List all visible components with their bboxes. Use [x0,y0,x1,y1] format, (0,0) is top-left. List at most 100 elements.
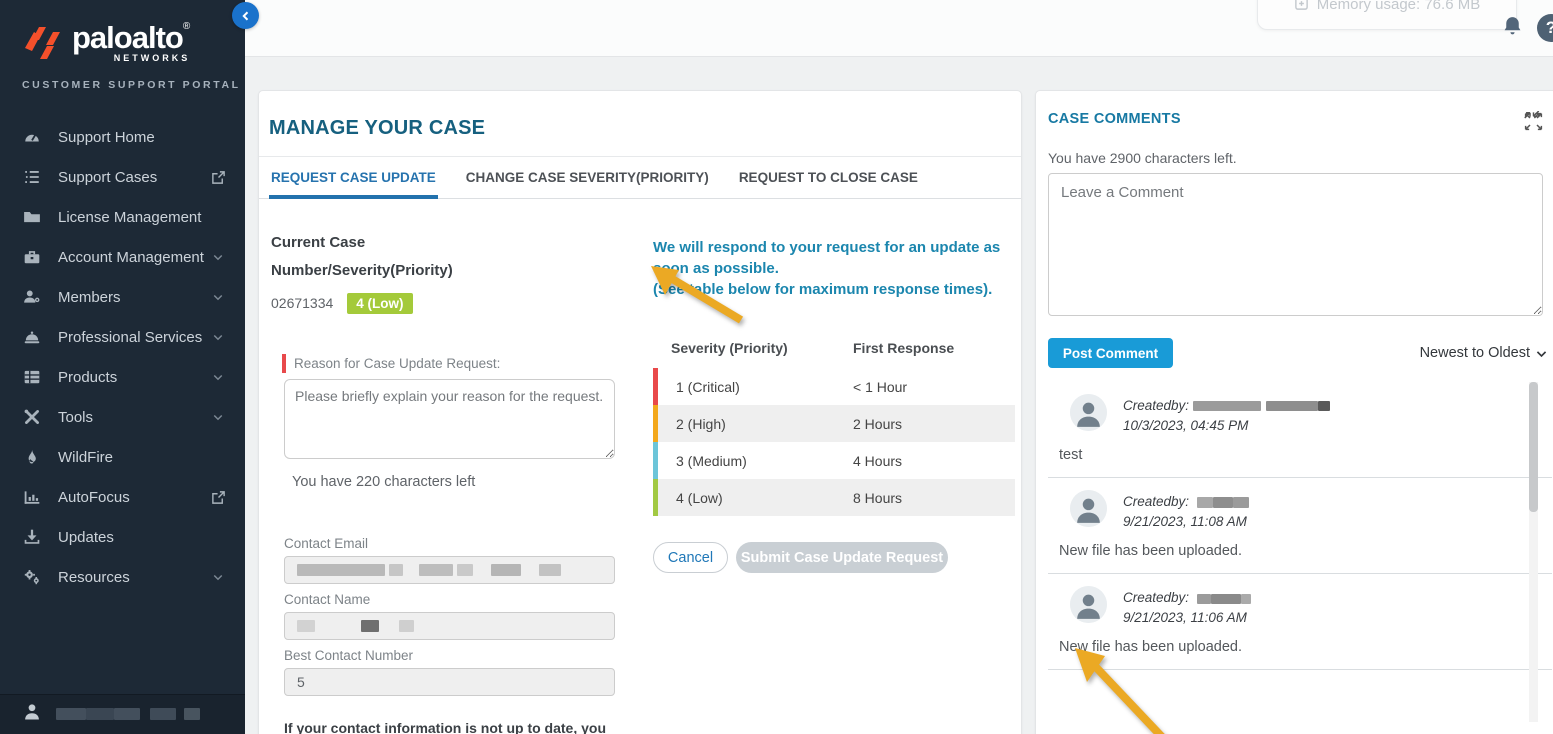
comment-timestamp: 9/21/2023, 11:08 AM [1123,513,1247,529]
sidebar-item-label: License Management [58,208,202,226]
best-contact-field[interactable]: 5 [284,667,615,696]
sidebar-item-professional-services[interactable]: Professional Services [0,317,245,357]
sidebar-nav: Support Home Support Cases License Manag… [0,117,245,597]
gears-icon [22,568,42,586]
sidebar-item-label: Support Cases [58,168,158,186]
external-link-icon [209,170,227,185]
case-comments-panel: CASE COMMENTS You have 2900 characters l… [1035,90,1553,734]
sidebar-item-label: Products [58,368,118,386]
tab-request-case-update[interactable]: REQUEST CASE UPDATE [269,157,438,199]
chevron-down-icon [1536,350,1547,357]
user-gear-icon [22,288,42,306]
sidebar-item-support-home[interactable]: Support Home [0,117,245,157]
tools-icon [22,408,42,426]
comment-sort-dropdown[interactable]: Newest to Oldest [1420,345,1548,361]
chevron-down-icon [209,251,227,263]
sidebar-item-label: Tools [58,408,94,426]
page-title: MANAGE YOUR CASE [259,91,1021,157]
sidebar-item-autofocus[interactable]: AutoFocus [0,477,245,517]
chevron-down-icon [209,411,227,423]
sidebar-collapse-button[interactable] [232,2,259,29]
post-comment-button[interactable]: Post Comment [1048,338,1173,368]
table-icon [22,368,42,386]
response-column-header: First Response [853,340,955,356]
main-content: MANAGE YOUR CASE REQUEST CASE UPDATE CHA… [245,57,1553,734]
list-item: Createdby: 9/21/2023, 11:08 AM New file … [1048,478,1552,575]
contact-email-field[interactable] [284,555,615,584]
comment-body: test [1059,447,1083,464]
brand-logo: paloalto® NETWORKS CUSTOMER SUPPORT PORT… [0,0,245,92]
sidebar-item-updates[interactable]: Updates [0,517,245,557]
sidebar-item-account-management[interactable]: Account Management [0,237,245,277]
notifications-bell-icon[interactable] [1500,14,1525,44]
memory-usage-indicator: Memory usage: 76.6 MB [1257,0,1517,30]
checklist-icon [22,168,42,186]
comment-textarea[interactable] [1048,173,1543,316]
sidebar-item-label: Professional Services [58,328,203,346]
comment-timestamp: 10/3/2023, 04:45 PM [1123,417,1249,433]
comment-timestamp: 9/21/2023, 11:06 AM [1123,609,1247,625]
comment-author-label: Createdby: [1123,494,1190,510]
reason-chars-left: You have 220 characters left [292,473,476,490]
memory-icon [1294,0,1309,15]
best-contact-label: Best Contact Number [284,647,414,663]
sidebar-item-label: Support Home [58,128,155,146]
contact-name-field[interactable] [284,611,615,640]
response-time-note: We will respond to your request for an u… [653,239,1001,298]
table-row: 2 (High) 2 Hours [653,405,1015,442]
severity-badge: 4 (Low) [347,292,413,314]
list-item: Createdby: 10/3/2023, 04:45 PM test [1048,382,1552,479]
current-case-label: Current Case Number/Severity(Priority) [271,234,453,279]
severity-color-bar [653,442,658,479]
comments-scrollbar-thumb[interactable] [1529,382,1538,512]
sidebar-item-wildfire[interactable]: WildFire [0,437,245,477]
chevron-down-icon [209,331,227,343]
chevron-down-icon [209,571,227,583]
contact-name-label: Contact Name [284,591,371,607]
severity-response-table: Severity (Priority) First Response 1 (Cr… [653,340,1015,516]
comment-author-redacted [1193,396,1331,416]
sidebar-item-resources[interactable]: Resources [0,557,245,597]
sidebar-item-license-management[interactable]: License Management [0,197,245,237]
chevron-down-icon [209,371,227,383]
sidebar-item-tools[interactable]: Tools [0,397,245,437]
comment-author-redacted [1193,588,1252,608]
cancel-button[interactable]: Cancel [653,542,728,573]
comments-scrollbar-track[interactable] [1529,382,1538,722]
topbar: Memory usage: 76.6 MB ? [245,0,1553,57]
flame-icon [22,448,42,466]
sidebar-item-label: Members [58,288,121,306]
tab-request-close-case[interactable]: REQUEST TO CLOSE CASE [738,170,918,185]
sidebar-item-support-cases[interactable]: Support Cases [0,157,245,197]
comment-body: New file has been uploaded. [1059,639,1242,656]
severity-color-bar [653,405,658,442]
severity-color-bar [653,368,658,405]
logo-networks-text: NETWORKS [113,53,191,63]
table-row: 3 (Medium) 4 Hours [653,442,1015,479]
submit-case-update-button[interactable]: Submit Case Update Request [736,542,948,573]
comment-author-label: Createdby: [1123,398,1190,413]
external-link-icon [209,490,227,505]
sidebar: paloalto® NETWORKS CUSTOMER SUPPORT PORT… [0,0,245,734]
help-icon[interactable]: ? [1537,14,1553,42]
manage-case-panel: MANAGE YOUR CASE REQUEST CASE UPDATE CHA… [258,90,1022,734]
severity-color-bar [653,479,658,516]
case-number: 02671334 [271,295,334,311]
avatar [1070,394,1107,431]
logo-text: paloalto [72,20,184,55]
sidebar-item-products[interactable]: Products [0,357,245,397]
comment-author-redacted [1193,492,1250,512]
chevron-down-icon [209,291,227,303]
contact-email-label: Contact Email [284,535,369,551]
sidebar-item-members[interactable]: Members [0,277,245,317]
comment-body: New file has been uploaded. [1059,543,1242,560]
sidebar-item-label: Updates [58,528,114,546]
tab-change-case-severity[interactable]: CHANGE CASE SEVERITY(PRIORITY) [465,170,709,185]
expand-icon[interactable] [1523,110,1544,137]
sidebar-item-label: WildFire [58,448,113,466]
folder-icon [22,208,42,226]
sidebar-user-profile[interactable] [0,694,245,734]
paloalto-logo-icon [22,26,64,65]
reason-textarea[interactable] [284,378,615,459]
